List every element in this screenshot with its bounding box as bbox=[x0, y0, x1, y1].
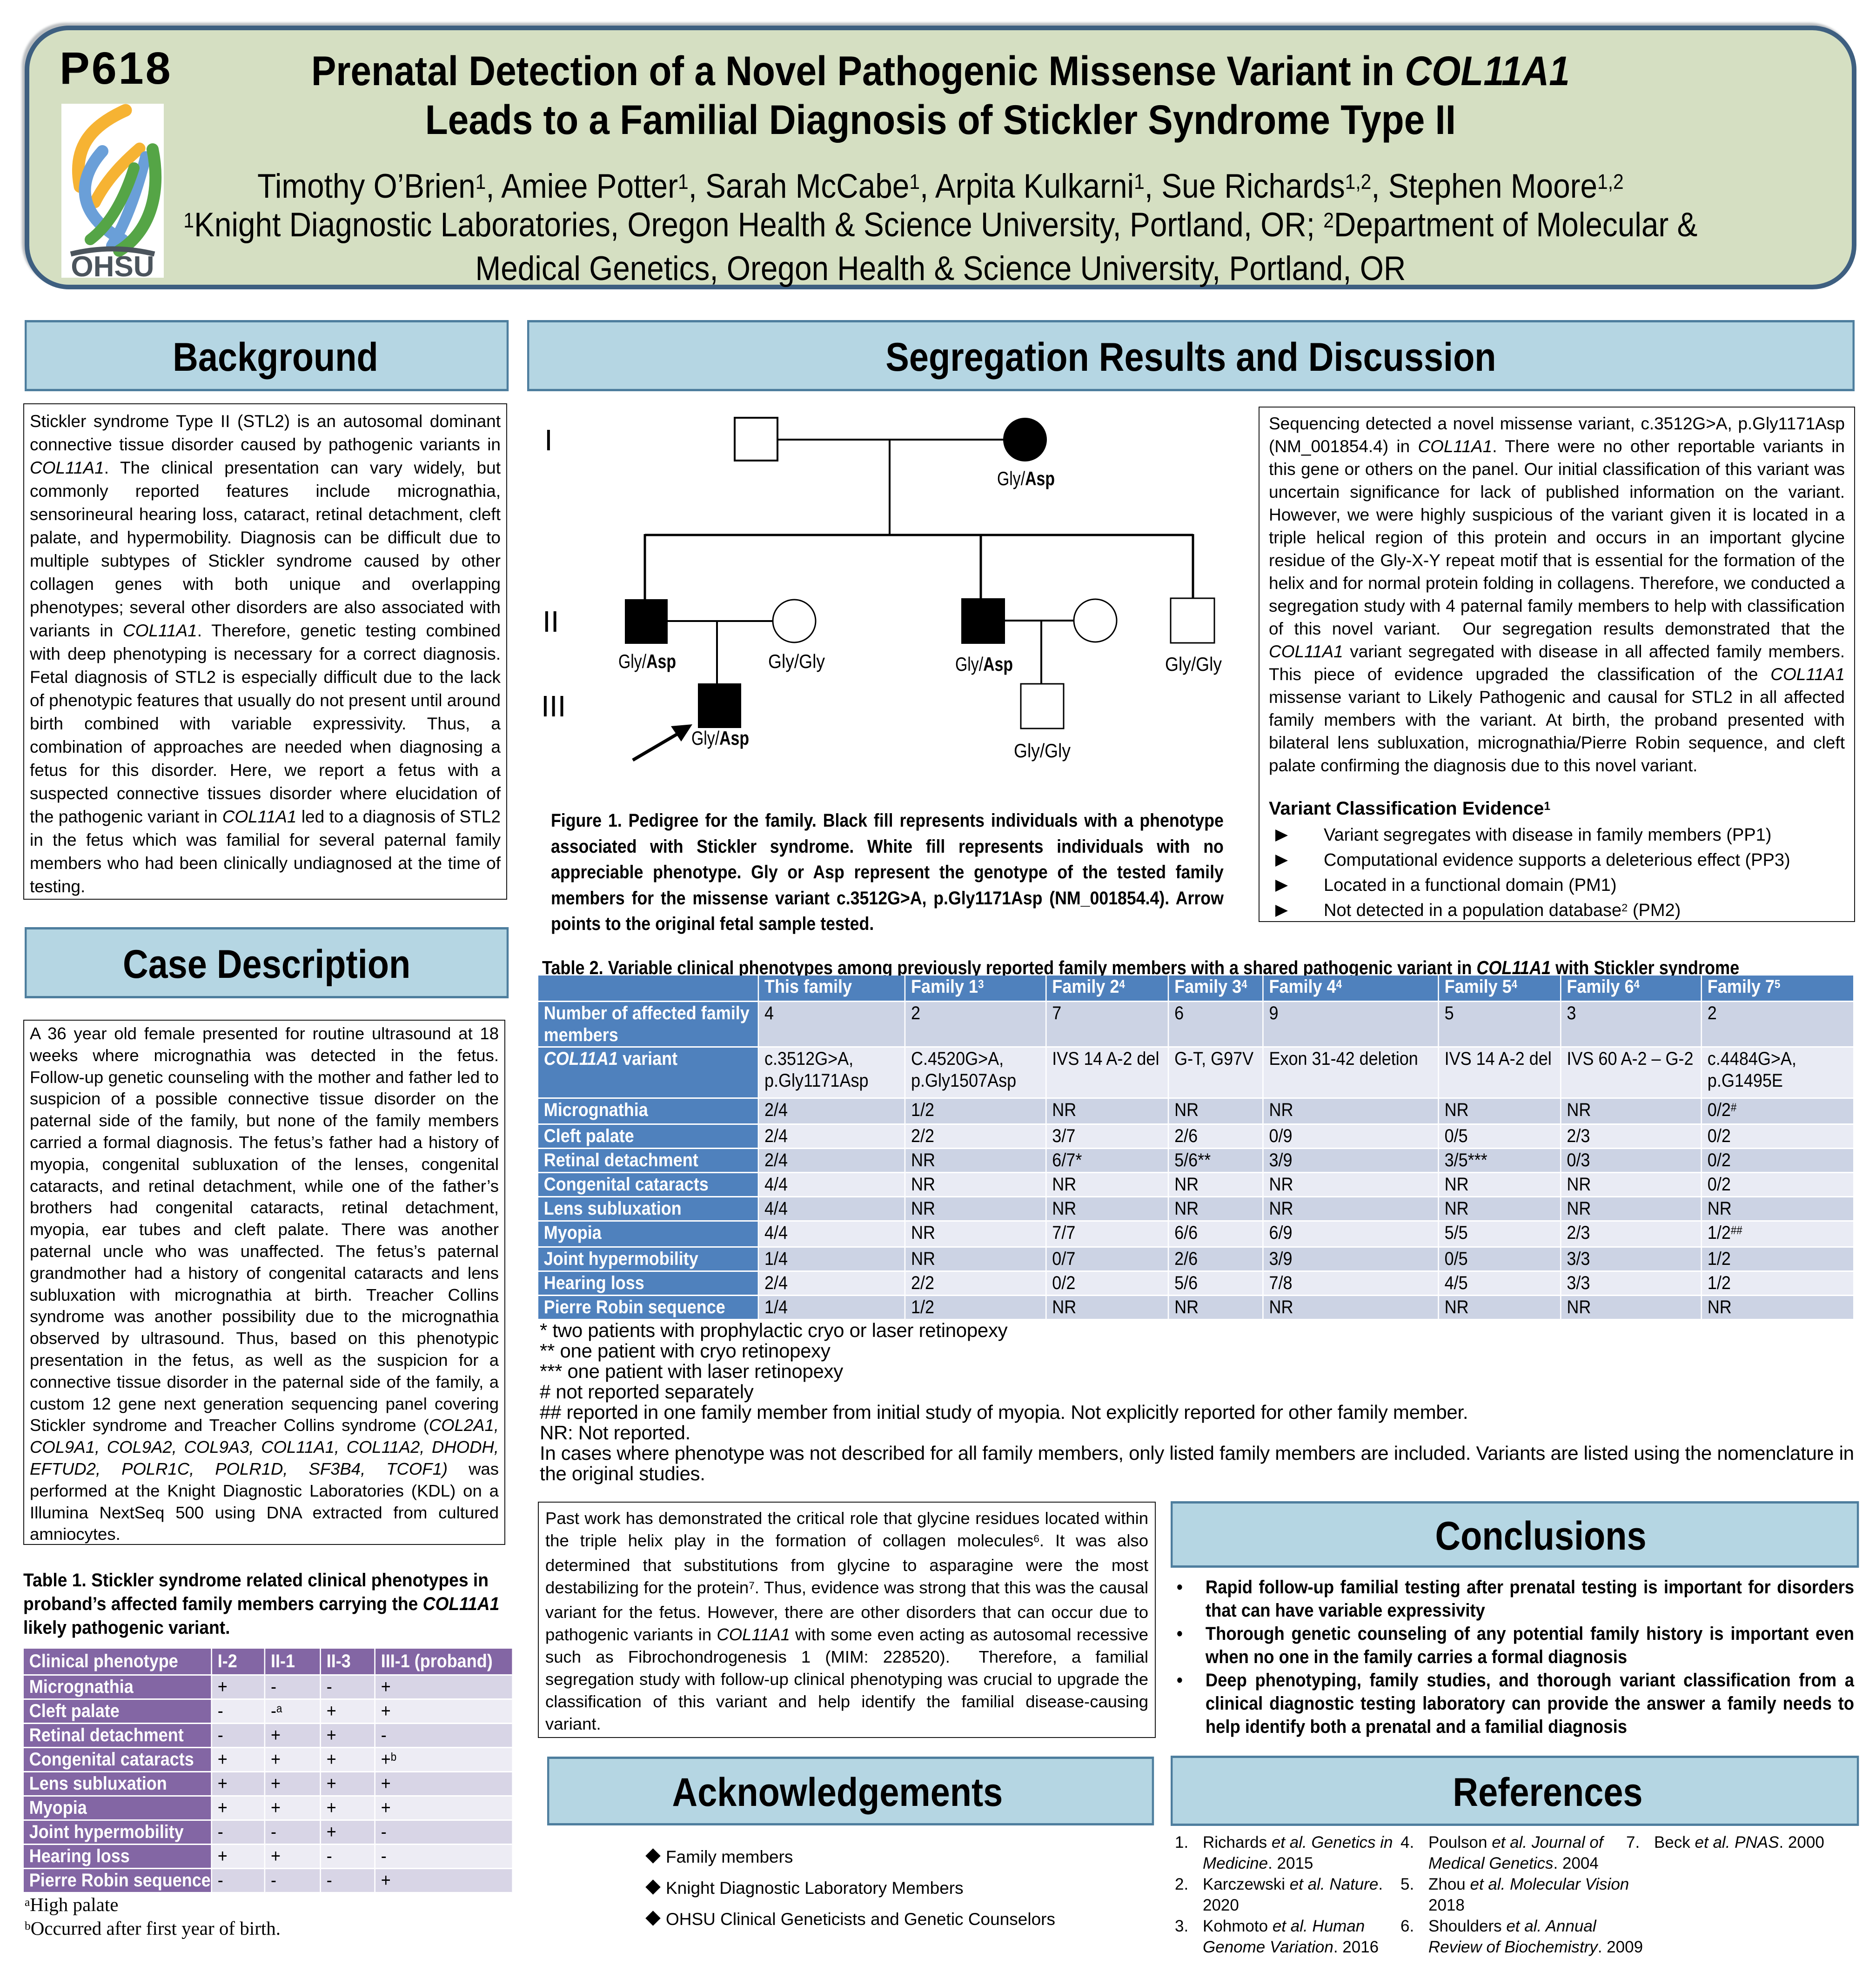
svg-text:Gly/Asp: Gly/Asp bbox=[997, 468, 1055, 489]
svg-text:Gly/Asp: Gly/Asp bbox=[618, 650, 676, 672]
svg-text:III: III bbox=[541, 689, 566, 723]
svg-text:Gly/Gly: Gly/Gly bbox=[768, 650, 825, 672]
svg-text:I: I bbox=[544, 423, 553, 457]
svg-text:II: II bbox=[543, 605, 559, 638]
svg-text:OHSU: OHSU bbox=[71, 251, 154, 278]
svg-text:Gly/Gly: Gly/Gly bbox=[1165, 653, 1222, 675]
svg-text:Gly/Asp: Gly/Asp bbox=[691, 727, 749, 749]
svg-text:Gly/Asp: Gly/Asp bbox=[955, 653, 1013, 675]
svg-text:Gly/Gly: Gly/Gly bbox=[1014, 740, 1071, 762]
